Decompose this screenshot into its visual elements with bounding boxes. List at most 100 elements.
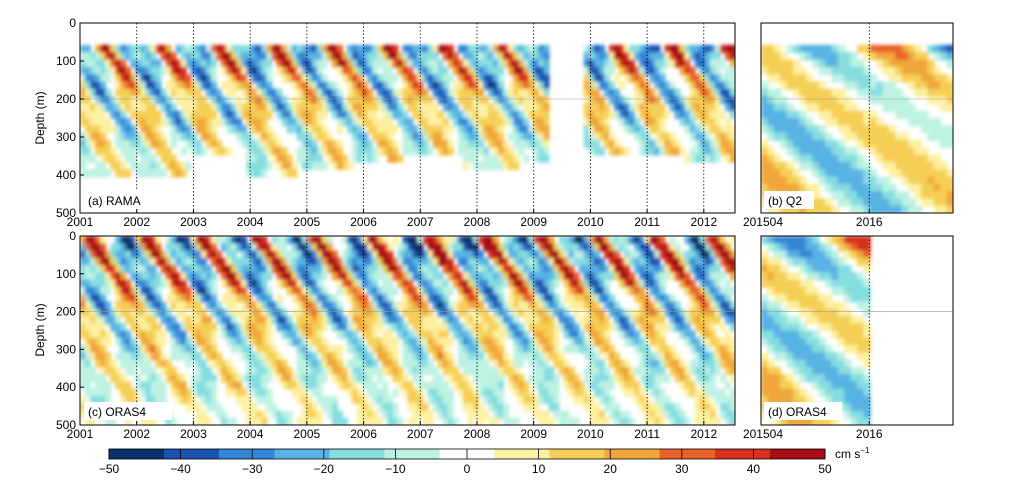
heatmap-cell xyxy=(793,132,801,141)
heatmap-cell xyxy=(357,388,364,397)
heatmap-cell xyxy=(543,381,550,390)
heatmap-cell xyxy=(357,147,364,156)
heatmap-cell xyxy=(387,66,394,76)
heatmap-cell xyxy=(407,236,414,245)
heatmap-cell xyxy=(588,279,595,288)
heatmap-cell xyxy=(190,279,197,288)
heatmap-cell xyxy=(291,44,298,54)
heatmap-cell xyxy=(407,66,414,76)
heatmap-cell xyxy=(155,352,162,361)
heatmap-cell xyxy=(100,359,107,368)
heatmap-cell xyxy=(402,52,409,61)
heatmap-cell xyxy=(180,316,187,325)
heatmap-cell xyxy=(442,88,449,98)
heatmap-cell xyxy=(538,279,545,288)
heatmap-cell xyxy=(889,103,897,112)
heatmap-cell xyxy=(593,52,600,61)
heatmap-cell xyxy=(498,88,505,98)
heatmap-cell xyxy=(837,125,846,134)
heatmap-cell xyxy=(669,316,676,325)
heatmap-cell xyxy=(946,183,953,193)
heatmap-cell xyxy=(397,417,404,425)
heatmap-cell xyxy=(588,88,595,98)
heatmap-cell xyxy=(869,139,878,149)
heatmap-cell xyxy=(150,250,157,259)
heatmap-cell xyxy=(719,44,726,54)
heatmap-cell xyxy=(95,81,102,90)
heatmap-cell xyxy=(337,118,343,127)
heatmap-cell xyxy=(583,236,590,245)
heatmap-cell xyxy=(362,272,369,281)
heatmap-cell xyxy=(523,44,530,54)
heatmap-cell xyxy=(261,330,268,339)
heatmap-cell xyxy=(704,308,711,317)
heatmap-cell xyxy=(684,250,691,259)
heatmap-cell xyxy=(869,52,878,61)
heatmap-cell xyxy=(427,257,434,267)
heatmap-cell xyxy=(578,316,585,325)
x-tick-label: 2008 xyxy=(464,215,491,229)
heatmap-cell xyxy=(588,272,595,281)
heatmap-cell xyxy=(221,236,228,245)
heatmap-cell xyxy=(337,139,343,149)
heatmap-cell xyxy=(669,308,676,317)
heatmap-cell xyxy=(786,132,794,141)
heatmap-cell xyxy=(503,279,510,288)
heatmap-cell xyxy=(914,147,922,156)
heatmap-cell xyxy=(377,147,384,156)
heatmap-cell xyxy=(95,359,102,368)
heatmap-cell xyxy=(659,279,666,288)
heatmap-cell xyxy=(211,272,217,281)
heatmap-cell xyxy=(478,88,484,98)
heatmap-cell xyxy=(372,81,379,90)
heatmap-cell xyxy=(553,250,560,259)
heatmap-cell xyxy=(895,44,903,54)
heatmap-cell xyxy=(895,52,903,61)
heatmap-cell xyxy=(150,395,157,405)
heatmap-cell xyxy=(402,81,409,90)
heatmap-cell xyxy=(664,403,671,412)
heatmap-cell xyxy=(377,118,384,127)
heatmap-cell xyxy=(256,125,263,134)
heatmap-cell xyxy=(857,110,865,119)
heatmap-cell xyxy=(331,294,338,303)
heatmap-cell xyxy=(185,236,192,245)
heatmap-cell xyxy=(583,279,590,288)
heatmap-cell xyxy=(130,366,137,376)
heatmap-cell xyxy=(286,257,293,267)
heatmap-cell xyxy=(100,330,107,339)
heatmap-cell xyxy=(882,125,890,134)
heatmap-cell xyxy=(407,250,414,259)
heatmap-cell xyxy=(730,88,735,98)
heatmap-cell xyxy=(427,366,434,376)
heatmap-cell xyxy=(761,110,769,119)
heatmap-cell xyxy=(422,147,429,156)
heatmap-cell xyxy=(211,52,217,61)
heatmap-cell xyxy=(347,257,353,267)
heatmap-cell xyxy=(659,118,666,127)
heatmap-cell xyxy=(437,88,444,98)
heatmap-cell xyxy=(140,132,147,141)
heatmap-cell xyxy=(352,265,359,274)
heatmap-cell xyxy=(533,74,540,83)
heatmap-cell xyxy=(372,250,379,259)
heatmap-cell xyxy=(170,286,177,296)
heatmap-cell xyxy=(513,294,520,303)
heatmap-cell xyxy=(301,359,308,368)
heatmap-cell xyxy=(185,161,192,171)
heatmap-cell xyxy=(503,52,510,61)
heatmap-cell xyxy=(704,243,711,252)
heatmap-cell xyxy=(437,301,444,310)
heatmap-cell xyxy=(488,286,495,296)
heatmap-cell xyxy=(914,66,922,76)
heatmap-cell xyxy=(533,139,540,149)
heatmap-cell xyxy=(553,308,560,317)
heatmap-cell xyxy=(593,352,600,361)
heatmap-cell xyxy=(518,308,525,317)
heatmap-cell xyxy=(714,301,721,310)
heatmap-cell xyxy=(90,366,97,376)
heatmap-cell xyxy=(730,44,735,54)
heatmap-cell xyxy=(326,403,333,412)
heatmap-cell xyxy=(946,132,953,141)
heatmap-cell xyxy=(130,154,137,163)
